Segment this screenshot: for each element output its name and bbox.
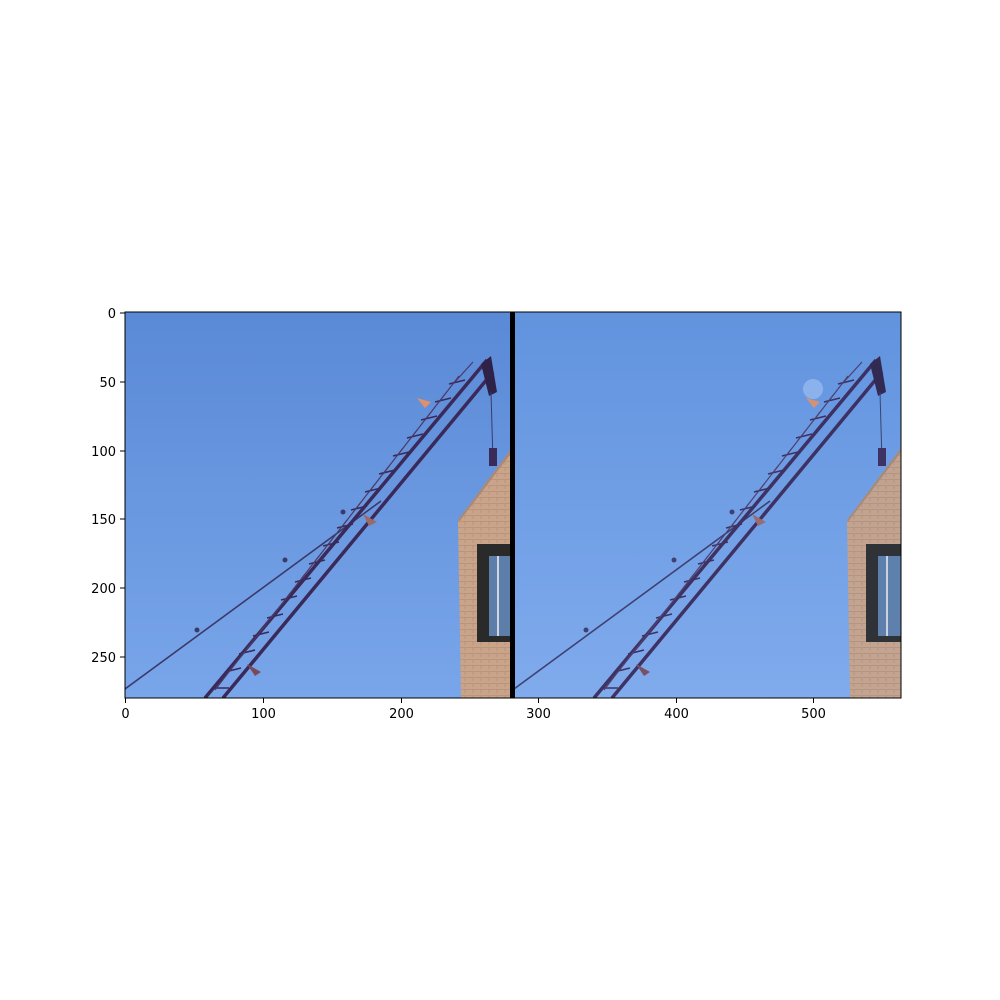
y-tick-label: 250 (91, 651, 116, 666)
y-tick-label: 100 (91, 445, 116, 460)
y-tick-label: 50 (99, 376, 116, 391)
x-tick-label: 0 (121, 707, 129, 722)
panel-divider (510, 312, 515, 698)
x-tick-label: 200 (389, 707, 414, 722)
x-axis: 0 100 200 300 400 500 (121, 698, 826, 722)
x-tick-label: 300 (526, 707, 551, 722)
y-axis: 0 50 100 150 200 250 (91, 307, 125, 666)
y-tick-label: 0 (108, 307, 116, 322)
y-tick-label: 150 (91, 513, 116, 528)
x-tick-label: 400 (664, 707, 689, 722)
axes-frame (124, 311, 902, 699)
x-tick-label: 100 (251, 707, 276, 722)
panel-processed (514, 312, 901, 698)
y-tick-label: 200 (91, 582, 116, 597)
panel-original (125, 312, 512, 698)
x-tick-label: 500 (801, 707, 826, 722)
